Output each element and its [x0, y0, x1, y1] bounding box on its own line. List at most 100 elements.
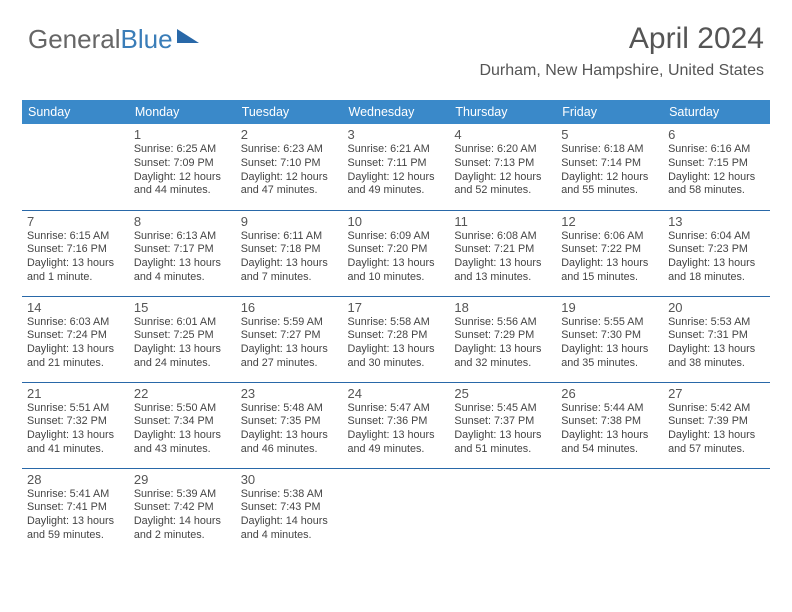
logo-text-blue: Blue [121, 24, 173, 55]
daylight-line: Daylight: 12 hours and 47 minutes. [241, 171, 338, 199]
sunrise-line: Sunrise: 6:13 AM [134, 230, 231, 244]
calendar-day-cell: 2Sunrise: 6:23 AMSunset: 7:10 PMDaylight… [236, 124, 343, 210]
daylight-line: Daylight: 12 hours and 49 minutes. [348, 171, 445, 199]
daylight-line: Daylight: 13 hours and 46 minutes. [241, 429, 338, 457]
day-info: Sunrise: 6:04 AMSunset: 7:23 PMDaylight:… [668, 230, 765, 285]
calendar-empty-cell [663, 468, 770, 554]
day-number: 20 [668, 300, 765, 315]
calendar-body: 1Sunrise: 6:25 AMSunset: 7:09 PMDaylight… [22, 124, 770, 554]
daylight-line: Daylight: 13 hours and 51 minutes. [454, 429, 551, 457]
day-number: 21 [27, 386, 124, 401]
daylight-line: Daylight: 12 hours and 44 minutes. [134, 171, 231, 199]
day-info: Sunrise: 5:38 AMSunset: 7:43 PMDaylight:… [241, 488, 338, 543]
weekday-header: Tuesday [236, 100, 343, 124]
sunset-line: Sunset: 7:21 PM [454, 243, 551, 257]
day-number: 14 [27, 300, 124, 315]
sunset-line: Sunset: 7:14 PM [561, 157, 658, 171]
logo-triangle-icon [177, 29, 199, 43]
calendar-day-cell: 30Sunrise: 5:38 AMSunset: 7:43 PMDayligh… [236, 468, 343, 554]
calendar-day-cell: 15Sunrise: 6:01 AMSunset: 7:25 PMDayligh… [129, 296, 236, 382]
day-number: 15 [134, 300, 231, 315]
calendar-day-cell: 7Sunrise: 6:15 AMSunset: 7:16 PMDaylight… [22, 210, 129, 296]
day-number: 29 [134, 472, 231, 487]
sunrise-line: Sunrise: 5:44 AM [561, 402, 658, 416]
sunset-line: Sunset: 7:24 PM [27, 329, 124, 343]
sunset-line: Sunset: 7:13 PM [454, 157, 551, 171]
calendar-day-cell: 27Sunrise: 5:42 AMSunset: 7:39 PMDayligh… [663, 382, 770, 468]
calendar-day-cell: 29Sunrise: 5:39 AMSunset: 7:42 PMDayligh… [129, 468, 236, 554]
sunrise-line: Sunrise: 5:56 AM [454, 316, 551, 330]
sunset-line: Sunset: 7:37 PM [454, 415, 551, 429]
day-info: Sunrise: 6:16 AMSunset: 7:15 PMDaylight:… [668, 143, 765, 198]
day-number: 13 [668, 214, 765, 229]
day-info: Sunrise: 6:01 AMSunset: 7:25 PMDaylight:… [134, 316, 231, 371]
sunrise-line: Sunrise: 6:20 AM [454, 143, 551, 157]
sunrise-line: Sunrise: 5:47 AM [348, 402, 445, 416]
daylight-line: Daylight: 13 hours and 41 minutes. [27, 429, 124, 457]
sunset-line: Sunset: 7:38 PM [561, 415, 658, 429]
day-number: 28 [27, 472, 124, 487]
sunset-line: Sunset: 7:35 PM [241, 415, 338, 429]
calendar-week-row: 21Sunrise: 5:51 AMSunset: 7:32 PMDayligh… [22, 382, 770, 468]
day-info: Sunrise: 5:47 AMSunset: 7:36 PMDaylight:… [348, 402, 445, 457]
calendar-week-row: 14Sunrise: 6:03 AMSunset: 7:24 PMDayligh… [22, 296, 770, 382]
day-number: 27 [668, 386, 765, 401]
calendar-day-cell: 20Sunrise: 5:53 AMSunset: 7:31 PMDayligh… [663, 296, 770, 382]
calendar-week-row: 1Sunrise: 6:25 AMSunset: 7:09 PMDaylight… [22, 124, 770, 210]
calendar-day-cell: 18Sunrise: 5:56 AMSunset: 7:29 PMDayligh… [449, 296, 556, 382]
calendar-day-cell: 1Sunrise: 6:25 AMSunset: 7:09 PMDaylight… [129, 124, 236, 210]
day-number: 3 [348, 127, 445, 142]
sunrise-line: Sunrise: 6:04 AM [668, 230, 765, 244]
day-info: Sunrise: 6:23 AMSunset: 7:10 PMDaylight:… [241, 143, 338, 198]
calendar-empty-cell [343, 468, 450, 554]
day-number: 25 [454, 386, 551, 401]
day-number: 12 [561, 214, 658, 229]
sunrise-line: Sunrise: 6:03 AM [27, 316, 124, 330]
sunrise-line: Sunrise: 6:01 AM [134, 316, 231, 330]
sunrise-line: Sunrise: 6:21 AM [348, 143, 445, 157]
weekday-header: Wednesday [343, 100, 450, 124]
calendar-day-cell: 6Sunrise: 6:16 AMSunset: 7:15 PMDaylight… [663, 124, 770, 210]
weekday-header: Thursday [449, 100, 556, 124]
day-number: 24 [348, 386, 445, 401]
day-info: Sunrise: 6:25 AMSunset: 7:09 PMDaylight:… [134, 143, 231, 198]
daylight-line: Daylight: 13 hours and 1 minute. [27, 257, 124, 285]
sunset-line: Sunset: 7:22 PM [561, 243, 658, 257]
calendar-day-cell: 17Sunrise: 5:58 AMSunset: 7:28 PMDayligh… [343, 296, 450, 382]
day-info: Sunrise: 5:42 AMSunset: 7:39 PMDaylight:… [668, 402, 765, 457]
calendar-week-row: 7Sunrise: 6:15 AMSunset: 7:16 PMDaylight… [22, 210, 770, 296]
calendar-week-row: 28Sunrise: 5:41 AMSunset: 7:41 PMDayligh… [22, 468, 770, 554]
logo-text-general: General [28, 24, 121, 55]
sunrise-line: Sunrise: 6:09 AM [348, 230, 445, 244]
calendar-day-cell: 26Sunrise: 5:44 AMSunset: 7:38 PMDayligh… [556, 382, 663, 468]
day-number: 17 [348, 300, 445, 315]
sunset-line: Sunset: 7:20 PM [348, 243, 445, 257]
calendar-container: SundayMondayTuesdayWednesdayThursdayFrid… [22, 100, 770, 554]
day-info: Sunrise: 5:39 AMSunset: 7:42 PMDaylight:… [134, 488, 231, 543]
daylight-line: Daylight: 13 hours and 10 minutes. [348, 257, 445, 285]
daylight-line: Daylight: 13 hours and 57 minutes. [668, 429, 765, 457]
calendar-empty-cell [22, 124, 129, 210]
sunrise-line: Sunrise: 5:41 AM [27, 488, 124, 502]
weekday-header: Friday [556, 100, 663, 124]
daylight-line: Daylight: 14 hours and 4 minutes. [241, 515, 338, 543]
calendar-day-cell: 22Sunrise: 5:50 AMSunset: 7:34 PMDayligh… [129, 382, 236, 468]
day-info: Sunrise: 5:59 AMSunset: 7:27 PMDaylight:… [241, 316, 338, 371]
calendar-day-cell: 16Sunrise: 5:59 AMSunset: 7:27 PMDayligh… [236, 296, 343, 382]
calendar-day-cell: 24Sunrise: 5:47 AMSunset: 7:36 PMDayligh… [343, 382, 450, 468]
calendar-day-cell: 10Sunrise: 6:09 AMSunset: 7:20 PMDayligh… [343, 210, 450, 296]
sunset-line: Sunset: 7:16 PM [27, 243, 124, 257]
sunset-line: Sunset: 7:32 PM [27, 415, 124, 429]
sunrise-line: Sunrise: 6:25 AM [134, 143, 231, 157]
sunset-line: Sunset: 7:34 PM [134, 415, 231, 429]
weekday-header: Monday [129, 100, 236, 124]
daylight-line: Daylight: 13 hours and 49 minutes. [348, 429, 445, 457]
page-title: April 2024 [479, 22, 764, 56]
daylight-line: Daylight: 12 hours and 58 minutes. [668, 171, 765, 199]
day-number: 7 [27, 214, 124, 229]
daylight-line: Daylight: 13 hours and 54 minutes. [561, 429, 658, 457]
daylight-line: Daylight: 13 hours and 15 minutes. [561, 257, 658, 285]
day-info: Sunrise: 5:48 AMSunset: 7:35 PMDaylight:… [241, 402, 338, 457]
weekday-header: Saturday [663, 100, 770, 124]
day-info: Sunrise: 6:08 AMSunset: 7:21 PMDaylight:… [454, 230, 551, 285]
